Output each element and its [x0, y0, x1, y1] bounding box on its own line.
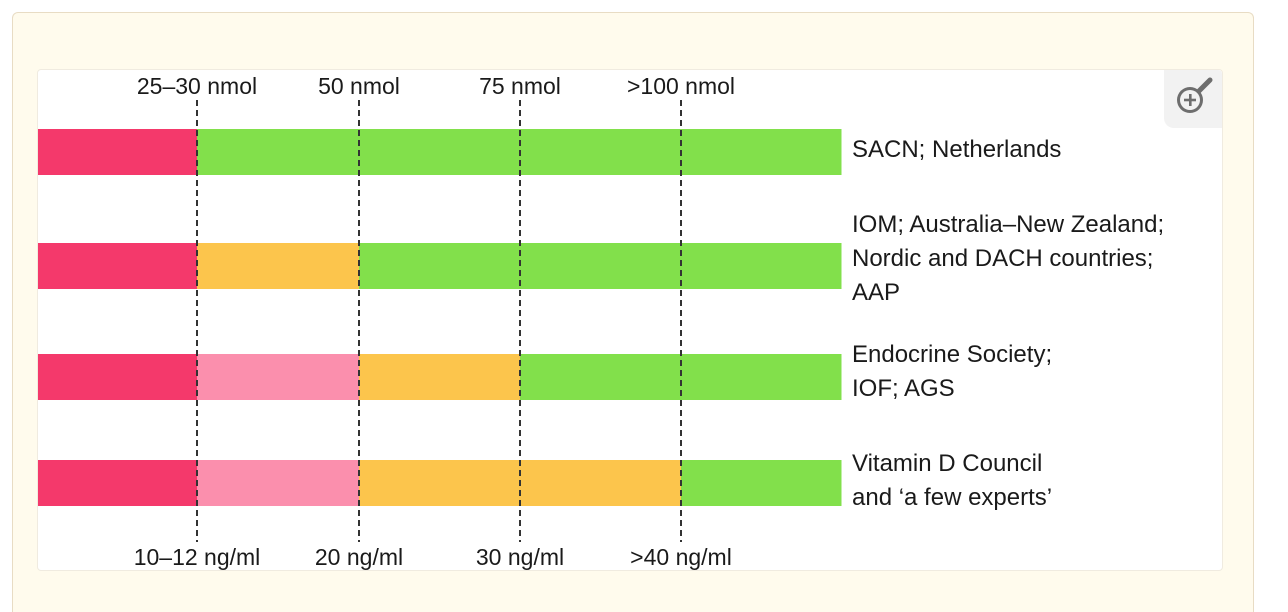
- bar-row: [38, 129, 842, 175]
- row-label: IOM; Australia–New Zealand;: [852, 211, 1164, 238]
- top-threshold-label: 25–30 nmol: [137, 73, 257, 99]
- bar-segment: [359, 129, 521, 175]
- row-label: Endocrine Society;: [852, 341, 1052, 368]
- bar-segment: [197, 243, 360, 289]
- top-threshold-label: 75 nmol: [479, 73, 561, 99]
- bar-segment: [681, 129, 842, 175]
- row-label: Nordic and DACH countries;: [852, 245, 1153, 272]
- zoom-button[interactable]: [1164, 70, 1222, 128]
- bar-segment: [38, 129, 198, 175]
- bar-segment: [197, 129, 360, 175]
- bar-row: [38, 460, 842, 506]
- bar-segment: [197, 460, 360, 506]
- bar-row: [38, 354, 842, 400]
- bar-segment: [38, 243, 198, 289]
- bar-segment: [520, 460, 682, 506]
- bar-segment: [681, 354, 842, 400]
- figure-container: 25–30 nmol 50 nmol 75 nmol >100 nmol 10–12 n…: [12, 12, 1254, 612]
- zoom-in-icon: [1177, 77, 1213, 113]
- row-label: SACN; Netherlands: [852, 136, 1061, 163]
- bottom-threshold-label: 30 ng/ml: [476, 544, 564, 570]
- bar-segment: [38, 460, 198, 506]
- bar-segment: [520, 129, 682, 175]
- bar-segment: [359, 354, 521, 400]
- diagram-canvas: 25–30 nmol 50 nmol 75 nmol >100 nmol 10–12 n…: [38, 73, 1164, 570]
- bar-segment: [359, 460, 521, 506]
- bar-segment: [681, 243, 842, 289]
- row-label: and ‘a few experts’: [852, 484, 1052, 511]
- bar-row: [38, 243, 842, 289]
- top-threshold-label: >100 nmol: [627, 73, 735, 99]
- row-label: Vitamin D Council: [852, 450, 1042, 477]
- bottom-threshold-label: 20 ng/ml: [315, 544, 403, 570]
- bar-segment: [681, 460, 842, 506]
- bar-segment: [520, 354, 682, 400]
- row-label: AAP: [852, 279, 900, 306]
- bar-segment: [359, 243, 521, 289]
- bottom-threshold-label: 10–12 ng/ml: [134, 544, 261, 570]
- bar-segment: [520, 243, 682, 289]
- vitamin-d-threshold-diagram: 25–30 nmol 50 nmol 75 nmol >100 nmol 10–12 n…: [37, 69, 1223, 571]
- bar-segment: [197, 354, 360, 400]
- bar-segment: [38, 354, 198, 400]
- row-label: IOF; AGS: [852, 375, 955, 402]
- top-threshold-label: 50 nmol: [318, 73, 400, 99]
- bottom-threshold-label: >40 ng/ml: [630, 544, 732, 570]
